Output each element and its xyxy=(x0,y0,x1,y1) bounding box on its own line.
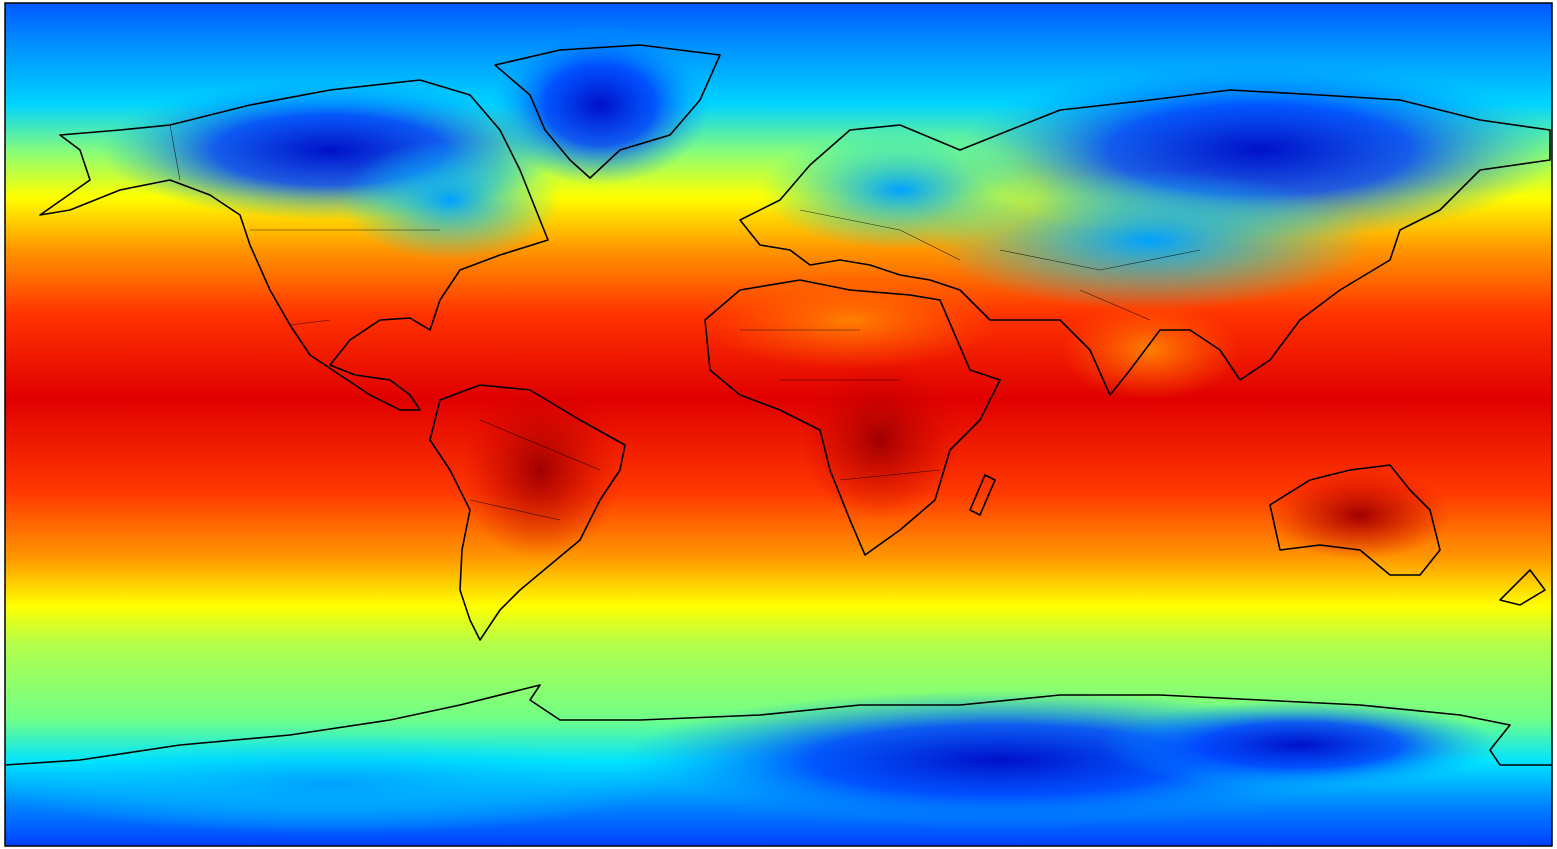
madagascar xyxy=(969,474,996,516)
cool-region xyxy=(340,140,560,260)
heatmap xyxy=(5,3,1552,846)
coastlines xyxy=(4,44,1552,766)
map-frame xyxy=(4,2,1553,847)
cool-region xyxy=(930,170,1370,310)
australia xyxy=(1269,464,1441,576)
warm-region xyxy=(1060,300,1240,400)
eurasia xyxy=(739,89,1551,396)
new-zealand xyxy=(1499,569,1546,606)
hot-region xyxy=(1270,470,1450,560)
antarctica xyxy=(4,684,1552,766)
south-america xyxy=(429,384,626,641)
hot-region xyxy=(460,380,620,560)
cool-region xyxy=(5,735,660,835)
cool-region xyxy=(760,130,1040,250)
greenland xyxy=(494,44,721,179)
north-america xyxy=(39,79,549,411)
country-borders xyxy=(169,124,1201,521)
cold-region xyxy=(1100,700,1500,790)
africa xyxy=(704,279,1001,556)
warm-region xyxy=(700,270,1000,370)
